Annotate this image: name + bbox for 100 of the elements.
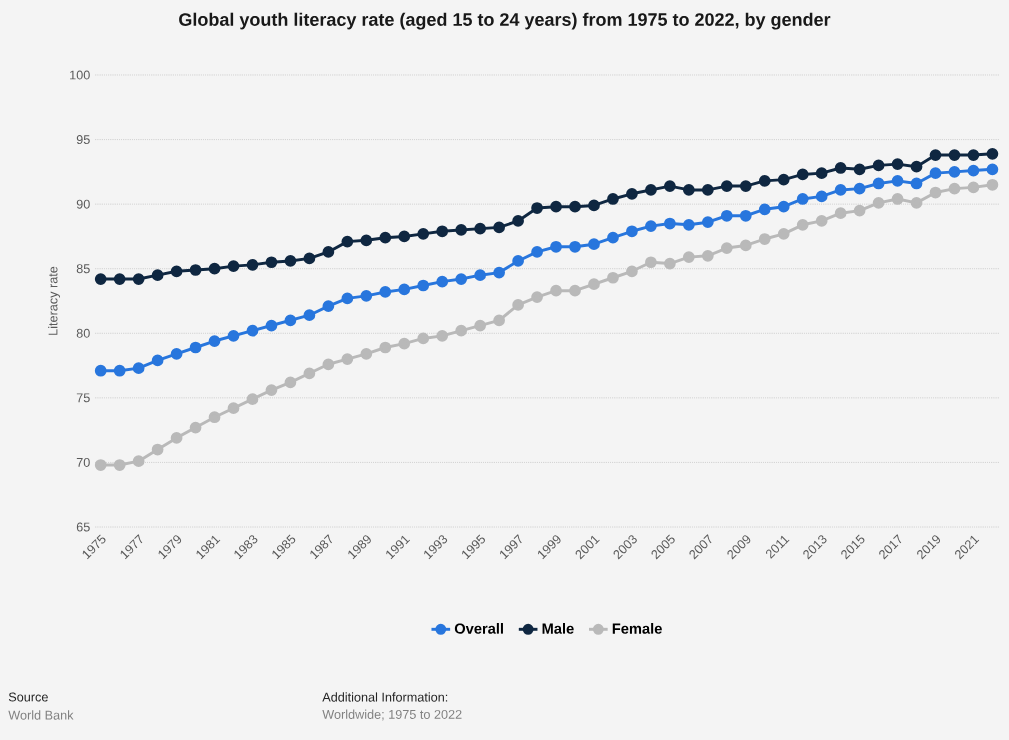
y-tick-label: 90 — [76, 199, 90, 209]
point — [512, 299, 524, 311]
point — [626, 187, 638, 200]
point — [796, 168, 809, 181]
point — [94, 273, 107, 285]
point — [720, 180, 733, 192]
point — [132, 362, 145, 375]
legend-label: Overall — [454, 623, 503, 634]
point — [720, 209, 733, 222]
point — [151, 354, 164, 367]
point — [739, 239, 752, 252]
point — [417, 332, 430, 345]
point — [398, 283, 411, 296]
point — [607, 193, 619, 205]
point — [227, 402, 240, 415]
point — [796, 193, 809, 205]
point — [246, 258, 259, 271]
point — [284, 376, 297, 389]
point — [607, 271, 619, 284]
point — [758, 175, 771, 187]
point — [284, 255, 297, 267]
y-axis-title: Literacy rate — [48, 266, 61, 335]
point — [550, 284, 562, 297]
y-tick-label: 80 — [76, 328, 90, 338]
point — [758, 203, 771, 216]
point — [626, 225, 638, 238]
point — [398, 337, 411, 350]
point — [208, 262, 221, 275]
point — [758, 233, 771, 245]
y-tick-label: 100 — [70, 70, 90, 80]
point — [682, 184, 695, 196]
point — [682, 251, 695, 263]
point — [967, 164, 980, 177]
point — [151, 269, 164, 282]
y-tick-label: 85 — [76, 264, 90, 274]
point — [701, 249, 714, 262]
point — [815, 167, 828, 180]
point — [170, 348, 183, 360]
point — [474, 319, 487, 332]
point — [853, 204, 866, 217]
point — [872, 159, 885, 172]
point — [322, 358, 335, 371]
point — [113, 459, 126, 471]
point — [607, 231, 619, 244]
point — [208, 411, 221, 424]
point — [891, 193, 904, 205]
point — [986, 163, 999, 176]
point — [929, 149, 942, 161]
point — [777, 173, 790, 186]
point — [910, 160, 923, 173]
point — [208, 335, 221, 347]
point — [891, 175, 904, 187]
point — [796, 218, 809, 231]
point — [379, 231, 392, 244]
point — [113, 364, 126, 377]
point — [170, 265, 183, 278]
point — [94, 364, 107, 377]
point — [322, 300, 335, 313]
point — [664, 257, 676, 270]
point — [360, 289, 373, 302]
y-tick-label: 95 — [76, 135, 90, 145]
point — [986, 178, 999, 191]
point — [398, 230, 411, 243]
point — [701, 184, 714, 196]
point — [170, 432, 183, 444]
point — [341, 292, 354, 305]
point — [493, 266, 505, 279]
point — [531, 246, 543, 258]
point — [853, 182, 866, 195]
point — [455, 324, 468, 337]
point — [436, 225, 449, 238]
point — [227, 260, 240, 272]
point — [246, 393, 259, 406]
point — [910, 177, 923, 190]
point — [322, 246, 335, 258]
text: Source — [8, 692, 48, 702]
point — [929, 167, 942, 180]
point — [436, 275, 449, 288]
point — [967, 149, 980, 161]
point — [474, 222, 487, 235]
point — [588, 238, 600, 251]
point — [132, 455, 145, 468]
point — [569, 284, 581, 297]
point — [834, 184, 847, 196]
legend-label: Female — [612, 623, 662, 634]
point — [682, 218, 695, 231]
point — [189, 421, 202, 434]
point — [512, 255, 524, 267]
y-tick-label: 65 — [76, 522, 90, 532]
point — [948, 182, 961, 195]
point — [531, 291, 543, 303]
point — [967, 181, 980, 194]
point — [645, 220, 657, 232]
point — [246, 324, 259, 337]
point — [739, 180, 752, 192]
y-tick-label: 70 — [76, 457, 90, 467]
point — [455, 224, 468, 236]
point — [872, 177, 885, 190]
point — [815, 190, 828, 203]
point — [341, 353, 354, 365]
